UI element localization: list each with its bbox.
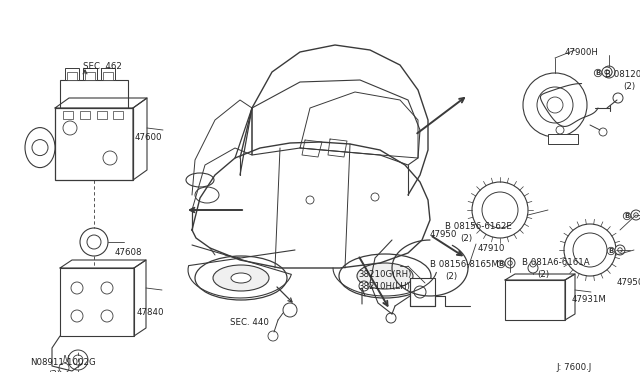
Bar bbox=[410, 278, 435, 306]
Text: N: N bbox=[63, 355, 69, 363]
Bar bbox=[80, 111, 90, 119]
Text: 47840: 47840 bbox=[137, 308, 164, 317]
Text: SEC. 440: SEC. 440 bbox=[230, 318, 269, 327]
Circle shape bbox=[87, 235, 101, 249]
Circle shape bbox=[80, 228, 108, 256]
Circle shape bbox=[268, 331, 278, 341]
Text: 47900H: 47900H bbox=[565, 48, 599, 57]
Text: B 08120-8162E: B 08120-8162E bbox=[605, 70, 640, 79]
Text: B: B bbox=[609, 248, 614, 254]
Circle shape bbox=[605, 70, 609, 74]
Bar bbox=[60, 268, 134, 336]
Circle shape bbox=[101, 310, 113, 322]
Circle shape bbox=[547, 97, 563, 113]
Text: 38210H(LH): 38210H(LH) bbox=[358, 282, 410, 291]
Circle shape bbox=[103, 151, 117, 165]
Bar bbox=[101, 68, 115, 80]
Bar bbox=[548, 134, 578, 144]
Circle shape bbox=[68, 350, 88, 370]
Bar bbox=[113, 111, 123, 119]
Circle shape bbox=[564, 224, 616, 276]
Bar bbox=[85, 72, 95, 80]
Text: 47950: 47950 bbox=[617, 278, 640, 287]
Circle shape bbox=[101, 282, 113, 294]
Ellipse shape bbox=[231, 273, 251, 283]
Circle shape bbox=[63, 121, 77, 135]
Bar bbox=[505, 280, 565, 320]
Text: 38210G(RH): 38210G(RH) bbox=[358, 270, 412, 279]
Text: 47910: 47910 bbox=[478, 244, 506, 253]
Text: 47600: 47600 bbox=[135, 133, 163, 142]
Text: 47931M: 47931M bbox=[572, 295, 607, 304]
Bar bbox=[103, 72, 113, 80]
Text: B: B bbox=[595, 70, 600, 76]
Circle shape bbox=[573, 233, 607, 267]
Circle shape bbox=[283, 303, 297, 317]
Bar bbox=[60, 80, 128, 108]
Bar bbox=[63, 111, 73, 119]
Ellipse shape bbox=[195, 187, 219, 203]
Circle shape bbox=[523, 73, 587, 137]
Ellipse shape bbox=[25, 128, 55, 168]
Circle shape bbox=[71, 310, 83, 322]
Circle shape bbox=[634, 213, 638, 217]
Ellipse shape bbox=[186, 173, 214, 187]
Text: B: B bbox=[625, 213, 630, 219]
Ellipse shape bbox=[195, 256, 287, 300]
Circle shape bbox=[615, 245, 625, 255]
Circle shape bbox=[71, 282, 83, 294]
Circle shape bbox=[32, 140, 48, 155]
Bar bbox=[83, 68, 97, 80]
Circle shape bbox=[603, 66, 615, 78]
Circle shape bbox=[359, 281, 369, 291]
Text: (2): (2) bbox=[537, 270, 549, 279]
Circle shape bbox=[472, 182, 528, 238]
Circle shape bbox=[537, 87, 573, 123]
Circle shape bbox=[556, 126, 564, 134]
Bar bbox=[55, 108, 133, 180]
Circle shape bbox=[371, 193, 379, 201]
Circle shape bbox=[528, 263, 538, 273]
Circle shape bbox=[602, 67, 612, 77]
Bar bbox=[65, 68, 79, 80]
Text: N08911-1002G: N08911-1002G bbox=[30, 358, 96, 367]
Circle shape bbox=[73, 355, 83, 365]
Circle shape bbox=[599, 128, 607, 136]
Ellipse shape bbox=[357, 263, 413, 289]
Text: SEC. 462: SEC. 462 bbox=[83, 62, 122, 71]
Ellipse shape bbox=[339, 254, 431, 298]
Circle shape bbox=[306, 196, 314, 204]
Text: (2): (2) bbox=[623, 82, 635, 91]
Circle shape bbox=[59, 363, 69, 372]
Circle shape bbox=[530, 261, 536, 267]
Circle shape bbox=[508, 261, 512, 265]
Text: 47950: 47950 bbox=[430, 230, 458, 239]
Ellipse shape bbox=[213, 265, 269, 291]
Circle shape bbox=[414, 286, 426, 298]
Circle shape bbox=[482, 192, 518, 228]
Text: B 08156-6162E: B 08156-6162E bbox=[445, 222, 512, 231]
Circle shape bbox=[613, 93, 623, 103]
Text: B 08156-8165M: B 08156-8165M bbox=[430, 260, 499, 269]
Circle shape bbox=[631, 210, 640, 220]
Circle shape bbox=[618, 248, 622, 252]
Text: (2): (2) bbox=[445, 272, 457, 281]
Text: 47608: 47608 bbox=[115, 248, 143, 257]
Circle shape bbox=[606, 69, 612, 75]
Text: B: B bbox=[499, 261, 504, 267]
Circle shape bbox=[386, 313, 396, 323]
Text: B 081A6-6161A: B 081A6-6161A bbox=[522, 258, 589, 267]
Text: J: 7600.J: J: 7600.J bbox=[556, 363, 591, 372]
Text: (2): (2) bbox=[460, 234, 472, 243]
Circle shape bbox=[505, 258, 515, 268]
Bar bbox=[67, 72, 77, 80]
Text: (3): (3) bbox=[48, 370, 60, 372]
Bar bbox=[97, 111, 107, 119]
